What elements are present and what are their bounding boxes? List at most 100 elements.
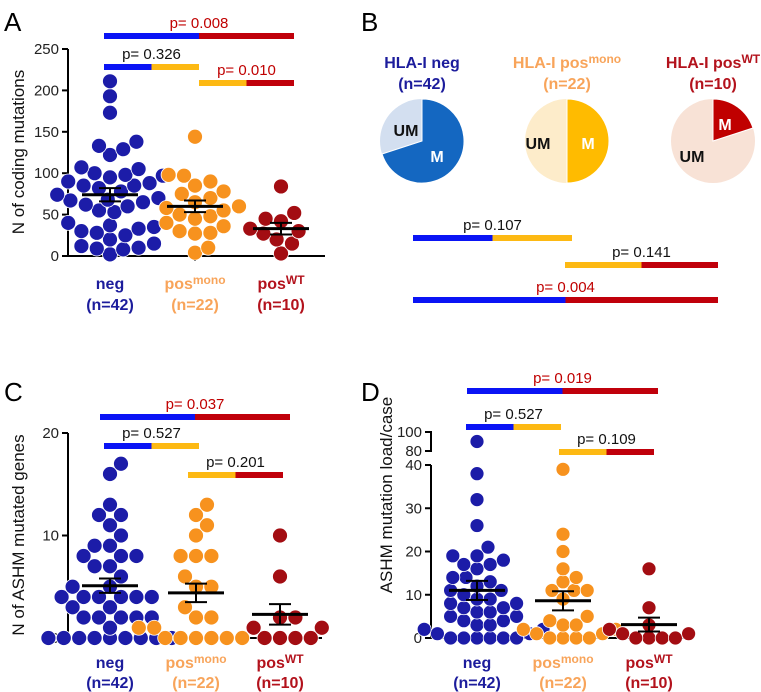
comparison-bar-posWT	[235, 472, 283, 478]
data-point-neg	[102, 466, 118, 482]
data-point-neg	[102, 231, 118, 248]
data-point-neg	[49, 186, 66, 203]
data-point-neg	[73, 223, 90, 240]
comparison-bar-posmono	[559, 449, 607, 455]
y-tick-label: 0	[414, 630, 422, 647]
data-point-neg	[456, 613, 472, 629]
data-point-neg	[495, 600, 511, 616]
group-label-superscript: mono	[561, 652, 594, 666]
group-label-posmono: posmono	[165, 652, 226, 672]
data-point-posmono	[158, 200, 175, 216]
data-point-posWT	[602, 621, 617, 637]
p-value-label: p= 0.141	[612, 244, 671, 261]
data-point-neg	[115, 141, 132, 158]
pie-slice-label-um: UM	[680, 149, 705, 166]
data-point-posmono	[555, 630, 571, 646]
data-point-posmono	[200, 239, 217, 256]
data-point-neg	[86, 165, 103, 182]
data-point-neg	[495, 630, 511, 646]
data-point-posWT	[272, 568, 288, 585]
data-point-posmono	[579, 583, 595, 598]
comparison-bar-posmono	[151, 443, 199, 449]
data-point-neg	[102, 619, 118, 636]
data-point-neg	[469, 518, 485, 533]
pie-slice-label-um: UM	[394, 123, 419, 140]
p-value-label: p= 0.008	[170, 15, 229, 32]
pie-slice-label-m: M	[718, 117, 731, 134]
data-point-posWT	[287, 609, 304, 626]
y-tick-label: 10	[405, 587, 422, 604]
data-point-posmono	[555, 561, 571, 577]
y-tick-label: 80	[405, 443, 422, 460]
data-point-posWT	[272, 527, 288, 544]
group-n-label: (n=42)	[453, 675, 501, 692]
group-n-label: (n=22)	[172, 675, 220, 692]
data-point-neg	[128, 133, 145, 150]
p-value-label: p= 0.010	[217, 62, 276, 79]
data-point-neg	[102, 104, 118, 121]
group-label-neg: neg	[463, 655, 491, 672]
data-point-posmono	[203, 548, 220, 564]
data-point-neg	[143, 589, 160, 605]
data-point-neg	[102, 73, 118, 90]
comparison-bar-neg	[104, 64, 152, 70]
data-point-posmono	[172, 630, 189, 646]
group-n-label: (n=42)	[86, 297, 134, 314]
data-point-posmono	[202, 173, 219, 190]
data-point-posmono	[187, 210, 203, 227]
data-point-neg	[53, 589, 70, 605]
data-point-posmono	[188, 507, 204, 523]
group-label-posWT: posWT	[256, 652, 304, 672]
data-point-neg	[443, 608, 459, 624]
data-point-neg	[86, 558, 103, 575]
data-point-posmono	[202, 190, 219, 206]
panel-letter-d: D	[361, 377, 380, 407]
data-point-posmono	[171, 206, 188, 223]
data-point-neg	[141, 175, 158, 192]
data-point-neg	[102, 217, 118, 234]
data-point-neg	[60, 173, 77, 190]
data-point-neg	[456, 630, 472, 646]
data-point-neg	[130, 220, 147, 237]
group-label-posmono: posmono	[164, 273, 225, 293]
group-label-superscript: mono	[193, 273, 226, 287]
data-point-neg	[443, 596, 459, 611]
data-point-neg	[128, 589, 145, 605]
data-point-posmono	[172, 548, 189, 564]
data-point-posmono	[187, 177, 203, 194]
data-point-posmono	[146, 619, 163, 636]
comparison-bar-posWT	[606, 449, 654, 455]
comparison-bar-posWT	[195, 414, 290, 420]
data-point-neg	[469, 604, 485, 620]
comparison-bar-posWT	[562, 388, 658, 394]
data-point-neg	[106, 204, 123, 221]
pie-n-label: (n=10)	[689, 76, 737, 93]
data-point-neg	[126, 177, 143, 194]
group-label-neg: neg	[96, 655, 124, 672]
data-point-neg	[469, 617, 485, 633]
data-point-neg	[64, 578, 81, 595]
data-point-neg	[113, 527, 129, 544]
pie-slice-label-um: UM	[526, 136, 551, 153]
comparison-bar-posmono	[513, 424, 561, 430]
data-point-posmono	[160, 166, 177, 183]
data-point-neg	[91, 507, 107, 523]
data-point-posWT	[654, 630, 670, 646]
data-point-neg	[113, 183, 129, 200]
data-point-neg	[119, 198, 136, 215]
pie-title-superscript: WT	[741, 52, 760, 66]
data-point-posmono	[542, 630, 558, 646]
data-point-posmono	[579, 608, 595, 624]
y-axis-title: ASHM mutation load/case	[377, 397, 396, 594]
comparison-bar-posmono	[492, 235, 572, 241]
comparison-bar-neg	[466, 424, 514, 430]
pie-slice-m	[712, 98, 754, 142]
data-point-posmono	[199, 517, 215, 534]
data-point-posWT	[245, 619, 262, 636]
data-point-posmono	[568, 630, 584, 646]
data-point-neg	[469, 548, 485, 564]
data-point-posWT	[681, 626, 696, 642]
data-point-posWT	[256, 630, 273, 646]
data-point-posWT	[272, 630, 288, 646]
data-point-posWT	[641, 600, 657, 616]
